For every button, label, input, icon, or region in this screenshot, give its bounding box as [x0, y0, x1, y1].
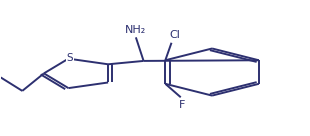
Text: Cl: Cl	[169, 30, 180, 40]
Text: F: F	[179, 100, 185, 110]
Text: NH₂: NH₂	[125, 25, 147, 35]
Text: S: S	[67, 53, 73, 63]
